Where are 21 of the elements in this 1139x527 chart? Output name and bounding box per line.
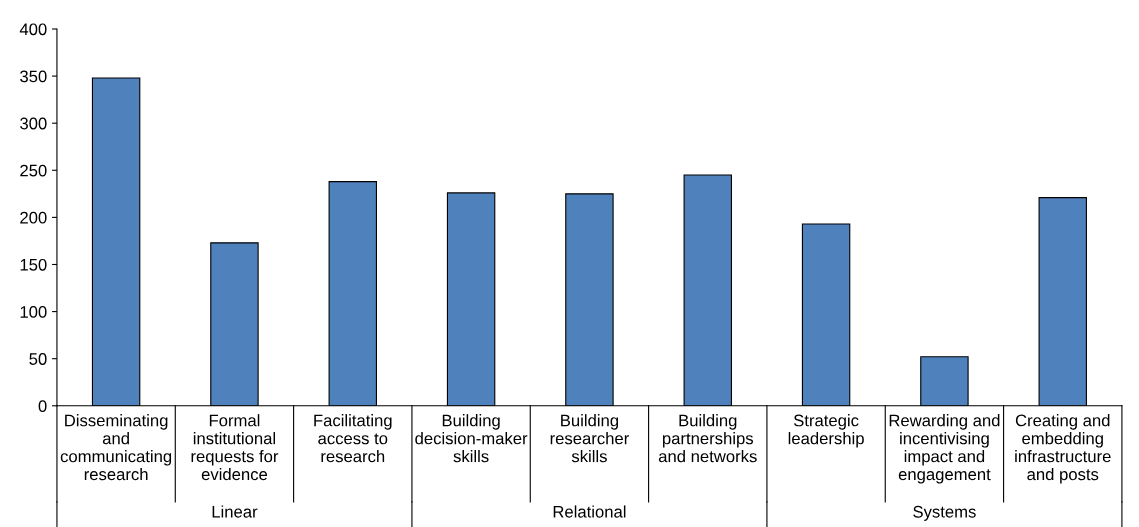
y-tick-label: 350	[20, 70, 47, 83]
x-tick-label: Building decision-maker skills	[415, 414, 528, 463]
x-tick-label: Facilitating access to research	[314, 414, 392, 463]
y-tick-label: 150	[20, 258, 47, 271]
y-tick-label: 0	[38, 400, 47, 412]
text: Relational	[553, 505, 626, 518]
x-tick-label: Strategic leadership	[788, 414, 864, 448]
y-tick-label: 250	[20, 164, 47, 177]
x-tick-label: Formal institutional requests for evidence	[191, 414, 279, 481]
x-tick-label: Rewarding and incentivising impact and engagement	[889, 414, 1000, 484]
x-tick-label: Building researcher skills	[550, 414, 629, 463]
y-tick-label: 200	[20, 211, 47, 224]
text: Systems	[913, 505, 976, 521]
y-tick-label: 50	[29, 353, 47, 365]
x-tick-label: Creating and embedding infrastructure and posts	[1015, 414, 1111, 484]
text: Linear	[212, 505, 258, 518]
x-tick-label: Building partnerships and networks	[658, 414, 757, 463]
y-tick-label: 100	[20, 305, 47, 318]
x-tick-label: Disseminating and communicating research	[60, 414, 172, 481]
y-tick-label: 300	[20, 117, 47, 130]
y-tick-label: 400	[19, 23, 47, 36]
